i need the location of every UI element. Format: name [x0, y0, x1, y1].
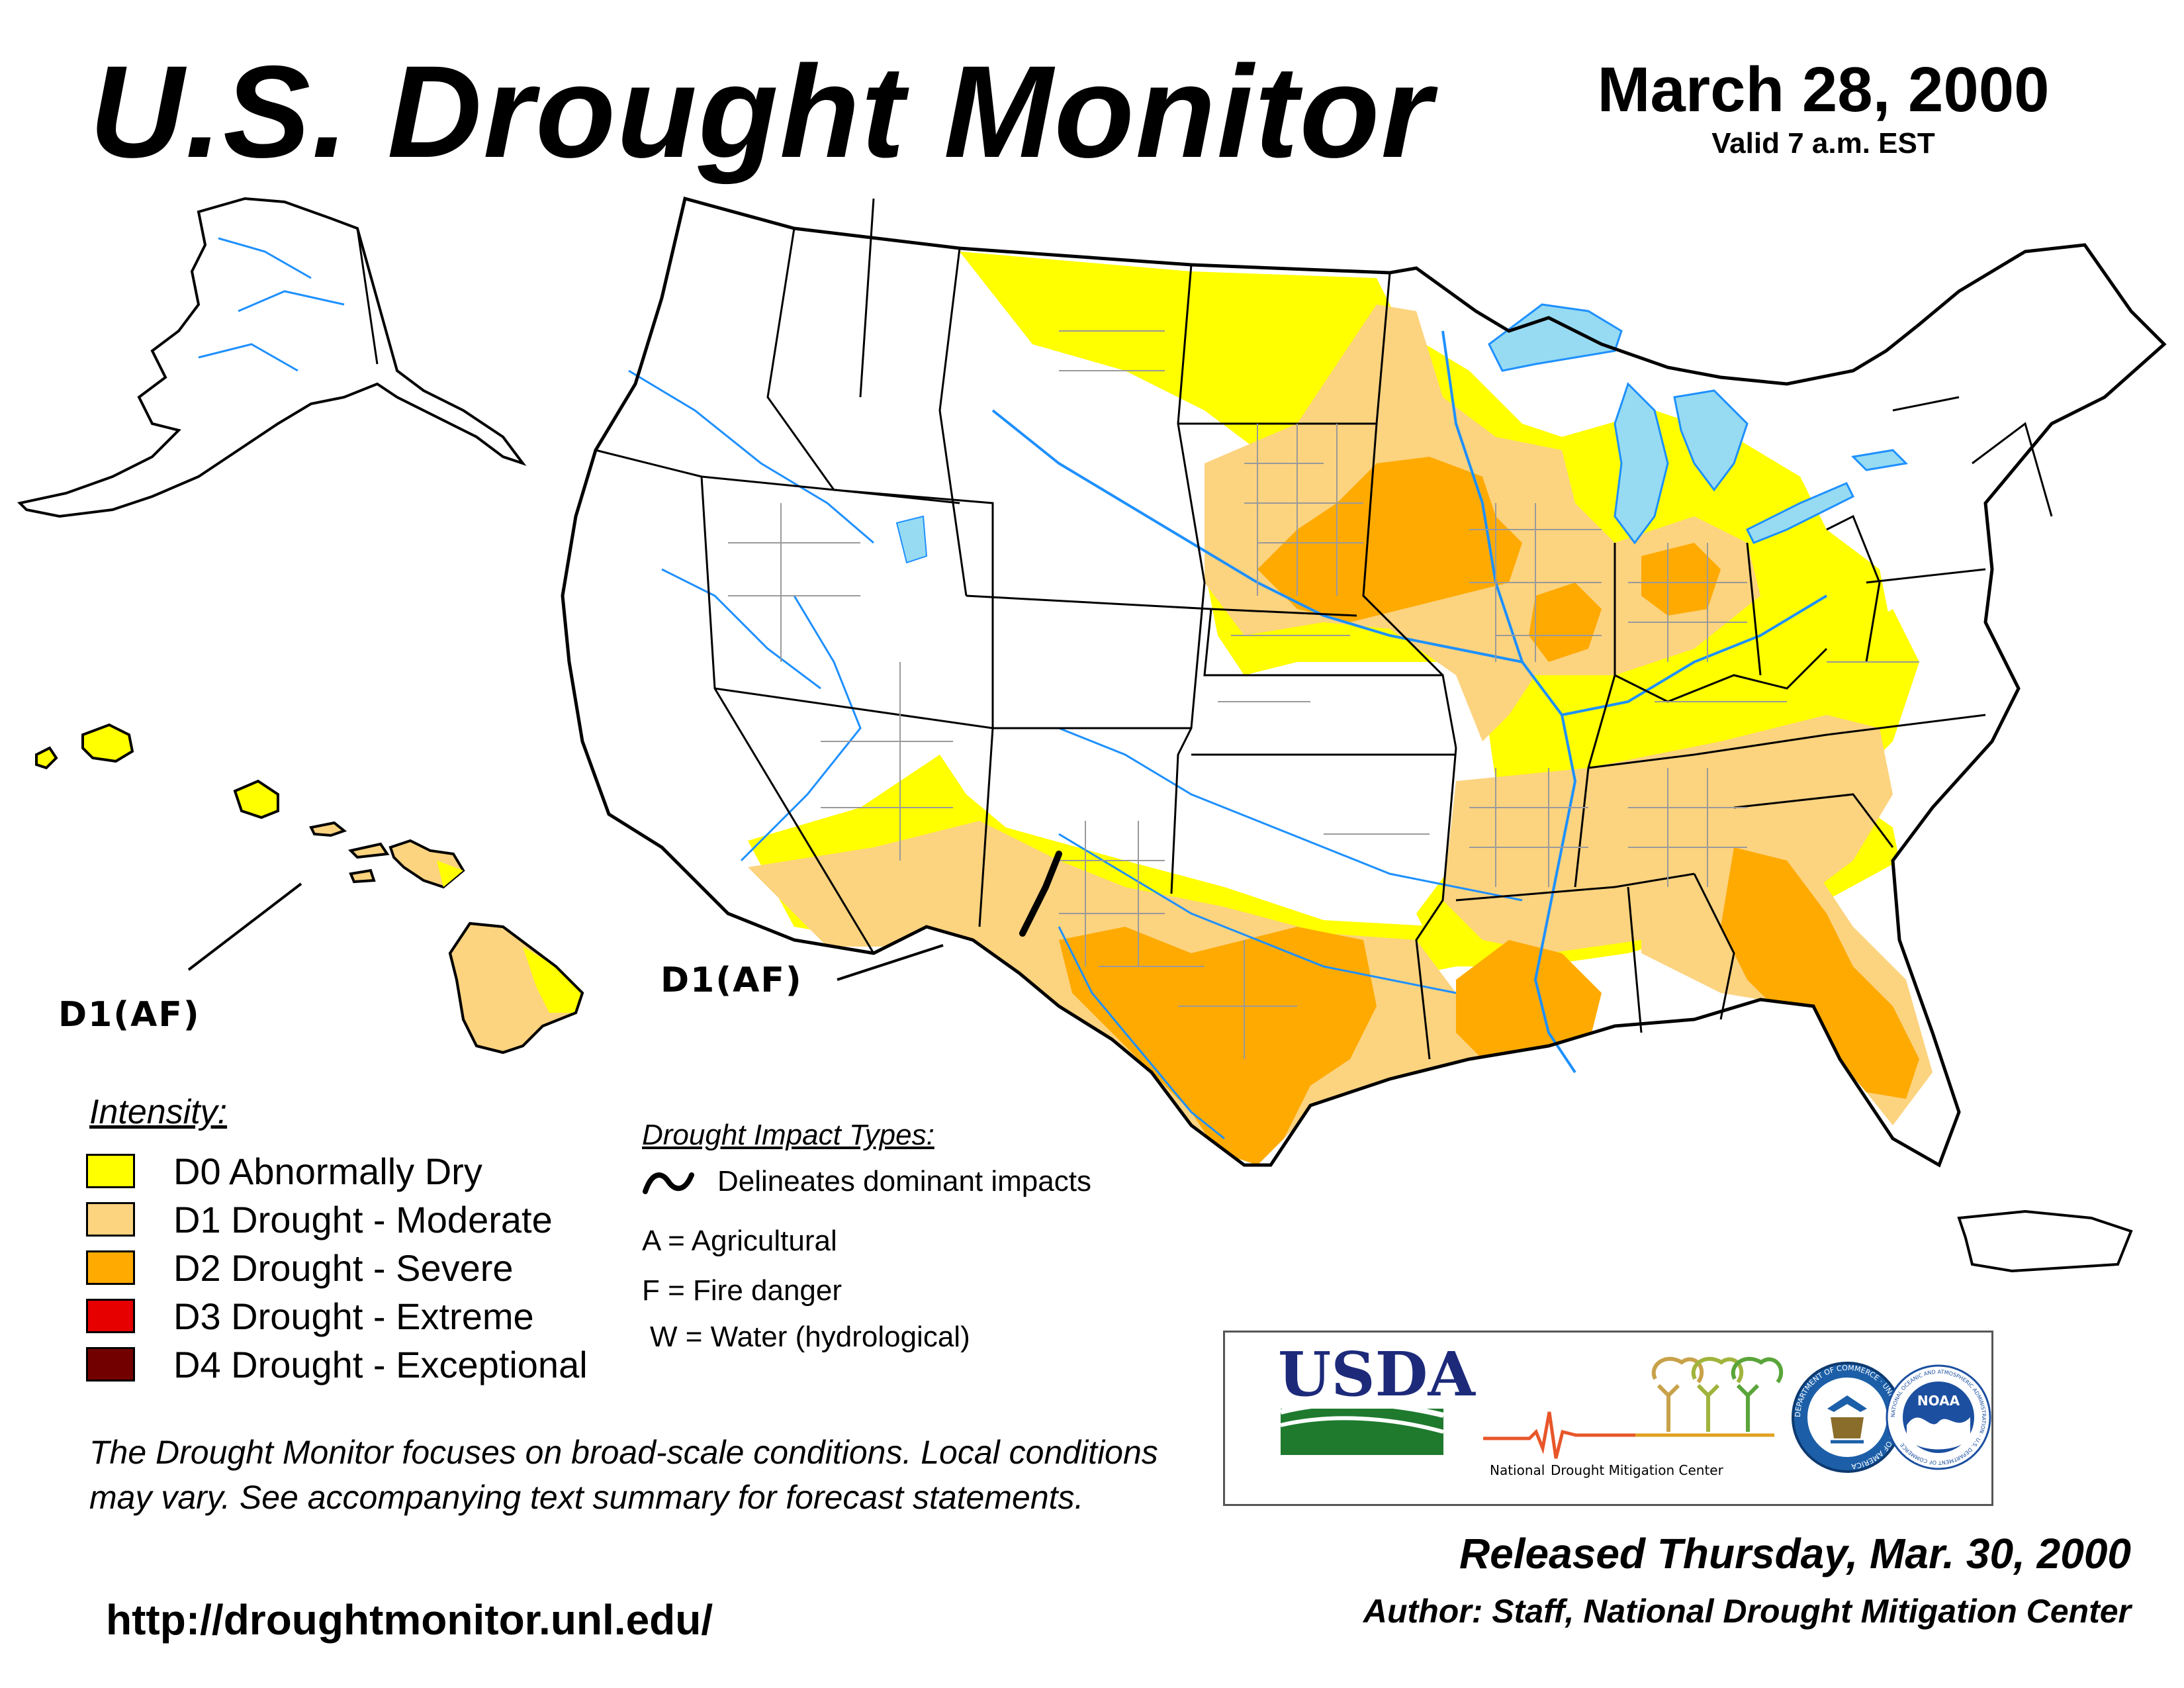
release-date: Released Thursday, Mar. 30, 2000 — [1459, 1530, 2131, 1577]
hawaii — [35, 723, 584, 1055]
impact-line-icon — [643, 1172, 694, 1194]
southwest-impact-label: D1(AF) — [660, 961, 803, 1000]
noaa-logo-text: NOAA — [1917, 1393, 1960, 1409]
legend-item-d0: D0 Abnormally Dry — [86, 1150, 482, 1192]
legend-label-d3: D3 Drought - Extreme — [173, 1295, 534, 1337]
intensity-legend-title: Intensity: — [89, 1093, 228, 1131]
conus — [561, 196, 2167, 1168]
impact-type-fire: F = Fire danger — [642, 1274, 842, 1307]
legend-item-d1: D1 Drought - Moderate — [86, 1198, 553, 1241]
legend-label-d2: D2 Drought - Severe — [173, 1246, 514, 1289]
author-credit: Author: Staff, National Drought Mitigati… — [1363, 1593, 2131, 1630]
commerce-seal: DEPARTMENT OF COMMERCE · UNITED STATES O… — [1792, 1362, 1903, 1473]
usda-logo: USDA — [1278, 1338, 1476, 1455]
usda-logo-text: USDA — [1278, 1338, 1476, 1410]
partner-logos-art: USDA National Drought Mitigation Center … — [1278, 1338, 1991, 1478]
impact-line-legend: Delineates dominant impacts — [642, 1165, 1091, 1198]
hawaii-impact-label: D1(AF) — [58, 995, 201, 1035]
impact-line-desc: Delineates dominant impacts — [717, 1165, 1091, 1197]
ndmc-label-left: National — [1490, 1462, 1545, 1478]
legend-swatch-d1 — [86, 1202, 135, 1237]
legend-label-d4: D4 Drought - Exceptional — [173, 1343, 588, 1385]
impact-legend-title: Drought Impact Types: — [642, 1119, 934, 1151]
legend-swatch-d2 — [86, 1250, 135, 1285]
legend-item-d4: D4 Drought - Exceptional — [86, 1344, 588, 1385]
page-title: U.S. Drought Monitor — [89, 38, 1433, 185]
legend-swatch-d0 — [86, 1154, 135, 1188]
legend-swatch-d3 — [86, 1299, 135, 1333]
noaa-logo: NATIONAL OCEANIC AND ATMOSPHERIC ADMINIS… — [1886, 1364, 1991, 1470]
ndmc-label-right: Drought Mitigation Center — [1551, 1462, 1724, 1478]
valid-time: Valid 7 a.m. EST — [1711, 127, 1935, 160]
website-link[interactable]: http://droughtmonitor.unl.edu/ — [106, 1596, 713, 1644]
disclaimer-text: The Drought Monitor focuses on broad-sca… — [89, 1434, 1158, 1516]
alaska — [17, 197, 527, 518]
impact-type-agricultural: A = Agricultural — [642, 1225, 837, 1257]
map-date: March 28, 2000 — [1597, 54, 2050, 125]
impact-type-water: W = Water (hydrological) — [650, 1321, 970, 1353]
partner-logos: USDA National Drought Mitigation Center … — [1223, 1331, 1993, 1506]
ndmc-logo: National Drought Mitigation Center — [1483, 1356, 1784, 1478]
puerto-rico — [1957, 1209, 2133, 1273]
legend-label-d0: D0 Abnormally Dry — [173, 1150, 482, 1192]
legend-item-d2: D2 Drought - Severe — [86, 1246, 514, 1289]
legend-label-d1: D1 Drought - Moderate — [173, 1198, 553, 1241]
legend-item-d3: D3 Drought - Extreme — [86, 1295, 534, 1337]
legend-swatch-d4 — [86, 1347, 135, 1382]
